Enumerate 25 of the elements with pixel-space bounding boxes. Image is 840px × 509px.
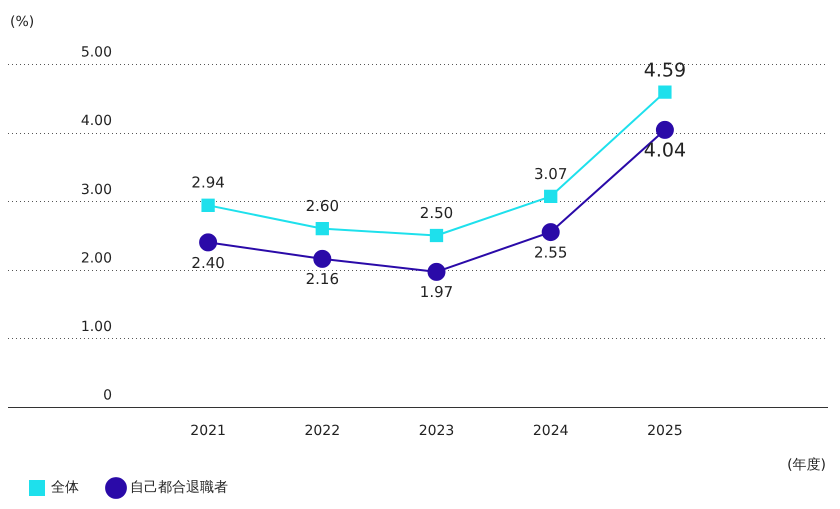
data-label: 4.59 bbox=[644, 60, 686, 82]
data-label: 2.16 bbox=[306, 270, 340, 288]
x-tick-label: 2025 bbox=[647, 423, 683, 440]
legend-label: 全体 bbox=[51, 480, 79, 496]
y-tick-label: 3.00 bbox=[80, 182, 112, 198]
data-label: 2.60 bbox=[306, 197, 340, 216]
data-label: 2.50 bbox=[420, 204, 454, 222]
x-tick-label: 2024 bbox=[532, 423, 569, 440]
data-label: 2.94 bbox=[191, 174, 225, 192]
y-axis-title: (%) bbox=[10, 14, 34, 30]
data-label: 4.04 bbox=[644, 139, 686, 162]
x-tick-label: 2021 bbox=[190, 423, 226, 440]
legend-label: 自己都合退職者 bbox=[130, 480, 228, 496]
data-label: 2.40 bbox=[191, 254, 225, 272]
data-label: 3.07 bbox=[534, 164, 568, 183]
data-label: 2.55 bbox=[534, 243, 568, 262]
data-label: 1.97 bbox=[420, 283, 454, 302]
x-tick-label: 2022 bbox=[304, 423, 340, 440]
x-axis-title: (年度) bbox=[787, 456, 826, 474]
y-tick-label: 2.00 bbox=[80, 250, 112, 266]
y-tick-label: 5.00 bbox=[80, 44, 112, 61]
y-tick-label: 0 bbox=[103, 388, 112, 404]
y-tick-label: 1.00 bbox=[80, 319, 112, 336]
x-tick-label: 2023 bbox=[418, 423, 454, 440]
y-tick-label: 4.00 bbox=[80, 113, 112, 130]
